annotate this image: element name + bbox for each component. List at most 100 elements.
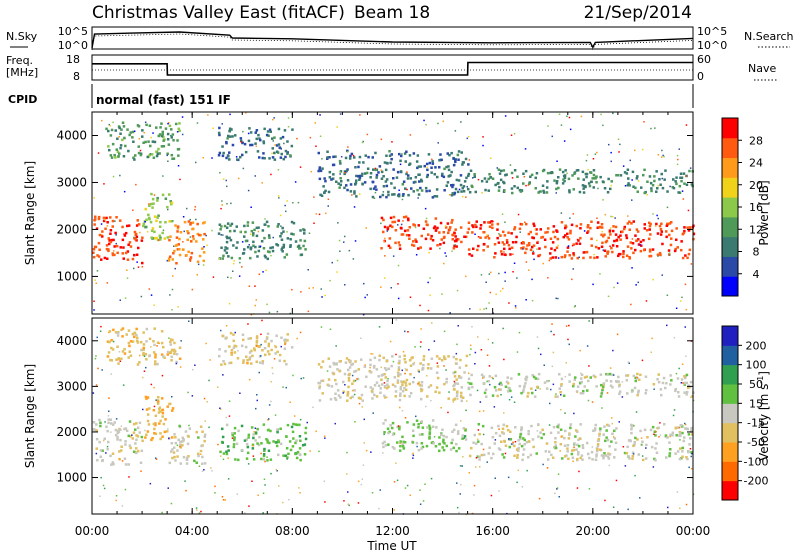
colorbar-tick-label: -200 <box>744 475 769 488</box>
noise-speck <box>334 422 336 425</box>
scatter-cell <box>224 337 227 340</box>
noise-speck <box>100 325 102 328</box>
scatter-cell <box>284 338 287 341</box>
scatter-cell <box>98 233 102 237</box>
scatter-cell <box>477 440 480 443</box>
scatter-cell <box>526 244 529 247</box>
scatter-cell <box>599 225 602 229</box>
scatter-cell <box>274 345 278 349</box>
scatter-cell <box>355 174 358 178</box>
scatter-cell <box>253 348 256 352</box>
scatter-cell <box>539 431 542 434</box>
scatter-cell <box>344 361 348 364</box>
scatter-cell <box>537 191 540 194</box>
noise-speck <box>409 134 412 136</box>
scatter-cell <box>276 350 279 354</box>
noise-speck <box>220 329 222 332</box>
scatter-cell <box>531 374 534 377</box>
noise-speck <box>469 353 471 356</box>
scatter-cell <box>122 125 126 128</box>
scatter-cell <box>119 428 122 431</box>
scatter-cell <box>587 379 590 383</box>
noise-speck <box>359 114 361 116</box>
scatter-cell <box>108 340 111 344</box>
scatter-cell <box>520 223 524 226</box>
noise-speck <box>556 488 558 490</box>
scatter-cell <box>414 176 418 179</box>
scatter-cell <box>263 236 266 240</box>
scatter-cell <box>490 426 494 430</box>
scatter-cell <box>145 340 148 343</box>
noise-speck <box>629 159 631 162</box>
scatter-cell <box>127 224 131 227</box>
scatter-cell <box>404 388 408 391</box>
scatter-cell <box>445 184 448 187</box>
noise-speck <box>115 418 118 420</box>
scatter-cell <box>119 219 122 222</box>
scatter-cell <box>187 435 190 438</box>
scatter-cell <box>176 148 180 151</box>
scatter-cell <box>649 233 652 236</box>
noise-speck <box>419 489 421 491</box>
scatter-cell <box>450 170 453 174</box>
scatter-cell <box>399 440 402 443</box>
scatter-cell <box>153 432 156 435</box>
scatter-cell <box>413 224 416 227</box>
scatter-cell <box>521 458 524 462</box>
noise-speck <box>271 152 273 155</box>
scatter-cell <box>505 380 509 384</box>
scatter-cell <box>680 457 683 460</box>
noise-speck <box>268 404 271 406</box>
noise-speck <box>103 487 106 490</box>
noise-speck <box>488 302 490 304</box>
noise-speck <box>382 452 384 454</box>
scatter-cell <box>402 380 406 383</box>
scatter-cell <box>545 442 549 445</box>
scatter-cell <box>682 439 685 443</box>
scatter-cell <box>284 155 287 159</box>
scatter-cell <box>436 175 439 179</box>
noise-speck <box>340 156 343 158</box>
scatter-cell <box>416 166 419 170</box>
scatter-cell <box>457 238 460 241</box>
noise-speck <box>456 343 458 346</box>
noise-speck <box>504 280 506 282</box>
noise-speck <box>612 506 615 508</box>
scatter-cell <box>157 134 160 138</box>
scatter-cell <box>183 220 187 224</box>
scatter-cell <box>232 244 235 247</box>
scatter-cell <box>459 394 463 398</box>
noise-speck <box>228 400 231 402</box>
noise-speck <box>264 218 266 220</box>
scatter-cell <box>452 428 456 432</box>
noise-speck <box>211 229 213 232</box>
scatter-cell <box>157 214 160 217</box>
scatter-cell <box>563 176 567 179</box>
scatter-cell <box>429 247 432 250</box>
scatter-cell <box>375 173 379 177</box>
scatter-cell <box>145 327 149 331</box>
noise-speck <box>360 483 363 486</box>
scatter-cell <box>450 221 453 224</box>
noise-speck <box>115 234 117 236</box>
noise-speck <box>339 113 342 115</box>
noise-speck <box>551 323 553 325</box>
noise-speck <box>413 361 415 364</box>
scatter-cell <box>127 341 131 345</box>
noise-speck <box>365 227 367 229</box>
scatter-cell <box>371 156 374 159</box>
scatter-cell <box>283 347 287 350</box>
scatter-cell <box>639 429 642 433</box>
noise-speck <box>382 191 385 193</box>
scatter-cell <box>484 388 488 391</box>
scatter-cell <box>504 173 507 177</box>
noise-speck <box>250 206 252 208</box>
colorbar-segment <box>722 236 738 257</box>
scatter-cell <box>406 421 409 424</box>
scatter-cell <box>391 433 395 436</box>
noise-speck <box>166 260 168 262</box>
scatter-cell <box>552 230 555 234</box>
scatter-cell <box>643 248 646 252</box>
scatter-cell <box>142 222 146 225</box>
scatter-cell <box>685 183 689 186</box>
